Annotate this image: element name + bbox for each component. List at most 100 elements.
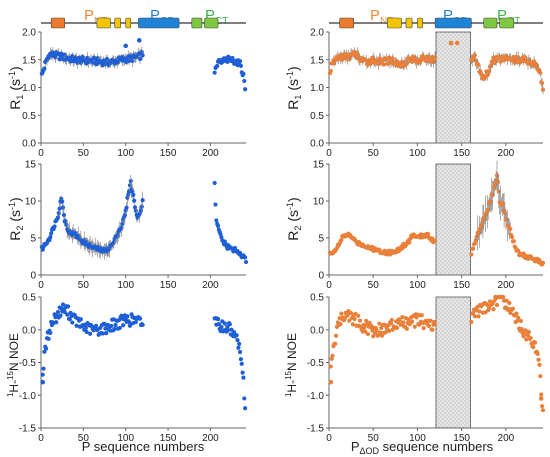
- data-point: [61, 212, 66, 218]
- data-point: [67, 317, 72, 322]
- data-point: [389, 317, 394, 323]
- data-point: [138, 56, 143, 62]
- data-point: [123, 43, 129, 49]
- data-point: [243, 255, 248, 260]
- x-tick-label: 50: [78, 433, 90, 444]
- y-tick-label: -0.5: [307, 358, 325, 369]
- x-tick-label: 150: [453, 148, 470, 159]
- x-tick-label: 50: [368, 148, 380, 159]
- data-point: [219, 324, 224, 330]
- data-point: [472, 314, 478, 319]
- data-point: [139, 204, 144, 209]
- y-tick-label: -1.5: [19, 424, 37, 435]
- data-point: [374, 328, 379, 333]
- data-point: [236, 345, 241, 350]
- data-point: [93, 323, 99, 328]
- data-point: [540, 404, 545, 409]
- data-point: [237, 349, 243, 355]
- data-point: [243, 87, 248, 92]
- y-label-r2: R2 (s-1): [7, 197, 25, 240]
- x-tick-label: 0: [38, 280, 44, 291]
- y-tick-label: 0: [30, 271, 36, 282]
- data-point: [339, 311, 344, 316]
- data-point: [495, 179, 501, 185]
- data-point: [136, 38, 142, 43]
- data-point: [56, 211, 61, 216]
- data-point: [232, 330, 237, 335]
- x-label-left: P sequence numbers: [82, 439, 205, 454]
- data-point: [241, 71, 246, 76]
- data-point: [62, 309, 67, 315]
- data-point: [365, 331, 371, 337]
- data-point: [49, 231, 54, 236]
- data-point: [121, 323, 126, 328]
- data-point: [394, 325, 400, 330]
- data-point: [215, 63, 220, 68]
- y-tick-label: 15: [313, 160, 325, 171]
- domain-box: [434, 17, 472, 29]
- x-tick-label: 100: [117, 148, 134, 159]
- data-point: [116, 318, 122, 323]
- x-tick-label: 150: [160, 148, 177, 159]
- data-point: [242, 78, 247, 84]
- x-tick-label: 0: [326, 148, 332, 159]
- data-point: [367, 320, 372, 326]
- data-point: [535, 351, 540, 356]
- data-point: [515, 318, 520, 323]
- data-point: [54, 320, 59, 325]
- domain-box: [96, 17, 111, 29]
- domain-box: [125, 17, 132, 29]
- data-point: [404, 326, 409, 331]
- data-point: [328, 379, 334, 385]
- data-point: [518, 318, 523, 324]
- x-tick-label: 100: [409, 148, 426, 159]
- domain-box: [499, 17, 515, 29]
- data-point: [473, 238, 478, 243]
- data-point: [419, 313, 424, 318]
- domain-box: [387, 17, 402, 29]
- data-point: [428, 318, 433, 323]
- data-point: [537, 362, 542, 367]
- data-point: [486, 69, 492, 74]
- pct-label: PCT: [205, 7, 228, 27]
- data-point: [112, 326, 117, 332]
- y-tick-label: 5: [318, 234, 324, 245]
- data-point: [426, 323, 432, 329]
- data-point: [120, 221, 125, 227]
- data-point: [333, 333, 339, 338]
- data-point: [212, 180, 217, 186]
- data-point: [494, 302, 500, 308]
- data-point: [425, 231, 431, 237]
- data-point: [347, 318, 352, 323]
- data-point: [491, 307, 496, 312]
- x-tick-label: 100: [117, 433, 134, 444]
- data-point: [46, 336, 51, 341]
- y-label-noe: 1H-15N NOE: [284, 333, 299, 397]
- data-point: [333, 341, 338, 346]
- data-point: [126, 189, 132, 194]
- x-tick-label: 0: [326, 433, 332, 444]
- data-point: [338, 322, 343, 327]
- data-point: [57, 206, 62, 211]
- domain-box: [50, 17, 66, 29]
- data-point: [119, 225, 124, 230]
- data-point: [60, 205, 66, 210]
- data-point: [433, 321, 438, 327]
- y-label-r1: R1 (s-1): [285, 66, 303, 109]
- data-point: [50, 50, 55, 55]
- data-point: [58, 313, 63, 318]
- data-point: [514, 311, 519, 316]
- x-tick-label: 200: [202, 280, 219, 291]
- x-tick-label: 50: [368, 280, 380, 291]
- data-point: [328, 68, 333, 74]
- domain-map-layer: [41, 17, 543, 29]
- y-tick-label: 0.0: [22, 325, 36, 336]
- y-tick-label: 0.0: [22, 139, 36, 150]
- data-point: [66, 304, 71, 309]
- deleted-od-region: [435, 163, 471, 276]
- data-point: [78, 317, 83, 322]
- y-tick-label: 0.0: [310, 139, 324, 150]
- data-point: [132, 198, 137, 203]
- data-point: [522, 332, 527, 337]
